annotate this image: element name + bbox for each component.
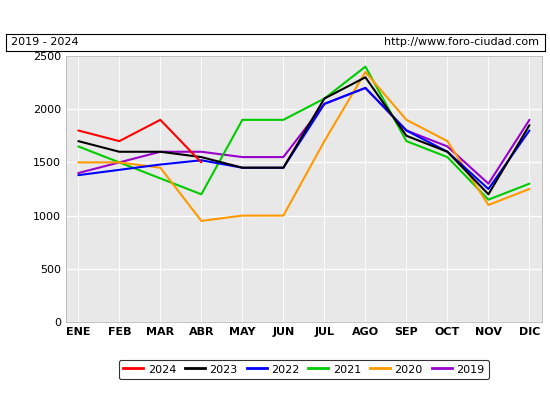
Legend: 2024, 2023, 2022, 2021, 2020, 2019: 2024, 2023, 2022, 2021, 2020, 2019	[119, 360, 489, 379]
Text: http://www.foro-ciudad.com: http://www.foro-ciudad.com	[384, 37, 539, 47]
Text: Evolucion Nº Turistas Nacionales en el municipio de Touro: Evolucion Nº Turistas Nacionales en el m…	[54, 10, 496, 24]
Text: 2019 - 2024: 2019 - 2024	[11, 37, 79, 47]
